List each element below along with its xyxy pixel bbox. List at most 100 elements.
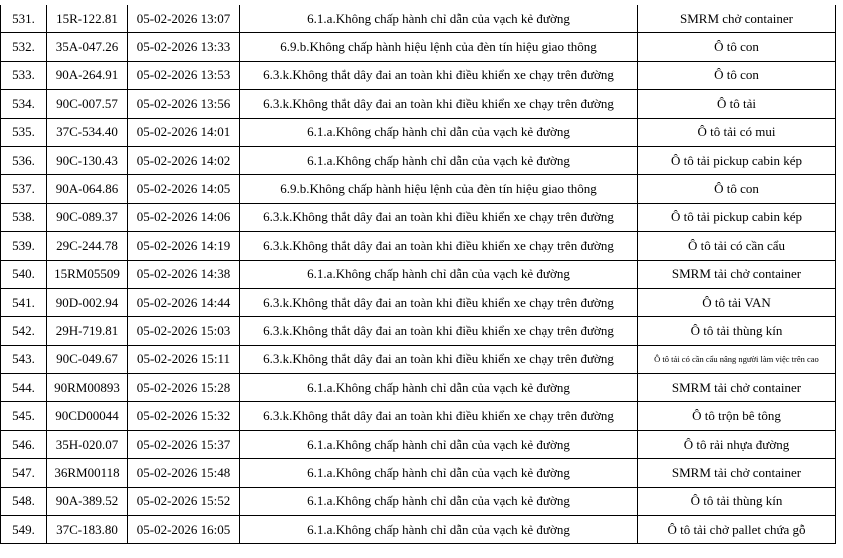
vehicle-type-cell: Ô tô tải chở pallet chứa gỗ: [637, 515, 836, 545]
violation-time-cell: 05-02-2026 15:03: [127, 316, 240, 346]
license-plate-cell: 90RM00893: [46, 373, 128, 403]
violation-description-cell: 6.1.a.Không chấp hành chỉ dẫn của vạch k…: [239, 515, 638, 545]
table-row: 537. 90A-064.86 05-02-2026 14:05 6.9.b.Khôn…: [0, 174, 836, 204]
violation-description-cell: 6.3.k.Không thắt dây đai an toàn khi điề…: [239, 89, 638, 119]
vehicle-type-cell: Ô tô tải thùng kín: [637, 486, 836, 517]
table-row: 544. 90RM00893 05-02-2026 15:28 6.1.a.Không…: [0, 373, 836, 403]
violation-time-cell: 05-02-2026 13:53: [127, 60, 240, 91]
license-plate-cell: 15R-122.81: [46, 5, 128, 34]
vehicle-type-cell: Ô tô tải pickup cabin kép: [637, 145, 836, 176]
violation-time-cell: 05-02-2026 15:28: [127, 373, 240, 403]
vehicle-type-cell: Ô tô tải pickup cabin kép: [637, 202, 836, 233]
row-number-cell: 548.: [0, 486, 47, 517]
table-row: 536. 90C-130.43 05-02-2026 14:02 6.1.a.Khôn…: [0, 145, 836, 176]
violation-time-cell: 05-02-2026 14:38: [127, 259, 240, 289]
violation-time-cell: 05-02-2026 14:44: [127, 287, 240, 318]
row-number-cell: 541.: [0, 287, 47, 318]
row-number-cell: 537.: [0, 174, 47, 204]
violation-time-cell: 05-02-2026 13:07: [127, 5, 240, 34]
table-row: 535. 37C-534.40 05-02-2026 14:01 6.1.a.Khôn…: [0, 117, 836, 147]
table-row: 549. 37C-183.80 05-02-2026 16:05 6.1.a.Khôn…: [0, 515, 836, 545]
table-row: 532. 35A-047.26 05-02-2026 13:33 6.9.b.Khôn…: [0, 32, 836, 62]
vehicle-type-cell: SMRM tải chở container: [637, 458, 836, 488]
vehicle-type-cell: Ô tô con: [637, 174, 836, 204]
row-number-cell: 545.: [0, 401, 47, 431]
violation-time-cell: 05-02-2026 14:19: [127, 231, 240, 261]
vehicle-type-cell: SMRM tải chở container: [637, 373, 836, 403]
table-row: 547. 36RM00118 05-02-2026 15:48 6.1.a.Không…: [0, 458, 836, 488]
vehicle-type-cell: Ô tô rải nhựa đường: [637, 429, 836, 460]
table-row: 533. 90A-264.91 05-02-2026 13:53 6.3.k.Khôn…: [0, 60, 836, 91]
row-number-cell: 534.: [0, 89, 47, 119]
license-plate-cell: 35A-047.26: [46, 32, 128, 62]
row-number-cell: 540.: [0, 259, 47, 289]
vehicle-type-cell: SMRM tải chở container: [637, 259, 836, 289]
row-number-cell: 532.: [0, 32, 47, 62]
row-number-cell: 544.: [0, 373, 47, 403]
violation-time-cell: 05-02-2026 15:48: [127, 458, 240, 488]
violation-description-cell: 6.9.b.Không chấp hành hiệu lệnh của đèn …: [239, 174, 638, 204]
violation-description-cell: 6.1.a.Không chấp hành chỉ dẫn của vạch k…: [239, 486, 638, 517]
row-number-cell: 542.: [0, 316, 47, 346]
license-plate-cell: 29H-719.81: [46, 316, 128, 346]
violation-time-cell: 05-02-2026 15:11: [127, 344, 240, 375]
violations-table: 531. 15R-122.81 05-02-2026 13:07 6.1.a.Khôn…: [0, 5, 836, 545]
license-plate-cell: 90C-130.43: [46, 145, 128, 176]
row-number-cell: 536.: [0, 145, 47, 176]
row-number-cell: 531.: [0, 5, 47, 34]
table-row: 539. 29C-244.78 05-02-2026 14:19 6.3.k.Khôn…: [0, 231, 836, 261]
table-row: 542. 29H-719.81 05-02-2026 15:03 6.3.k.Khôn…: [0, 316, 836, 346]
violation-description-cell: 6.1.a.Không chấp hành chỉ dẫn của vạch k…: [239, 259, 638, 289]
violation-time-cell: 05-02-2026 14:01: [127, 117, 240, 147]
vehicle-type-cell: Ô tô tải thùng kín: [637, 316, 836, 346]
violation-description-cell: 6.3.k.Không thắt dây đai an toàn khi điề…: [239, 344, 638, 375]
license-plate-cell: 90C-049.67: [46, 344, 128, 375]
violation-time-cell: 05-02-2026 14:06: [127, 202, 240, 233]
license-plate-cell: 90A-064.86: [46, 174, 128, 204]
violation-time-cell: 05-02-2026 15:37: [127, 429, 240, 460]
vehicle-type-cell: Ô tô tải có mui: [637, 117, 836, 147]
vehicle-type-cell: Ô tô tải: [637, 89, 836, 119]
table-row: 546. 35H-020.07 05-02-2026 15:37 6.1.a.Khôn…: [0, 429, 836, 460]
violation-description-cell: 6.3.k.Không thắt dây đai an toàn khi điề…: [239, 60, 638, 91]
violation-description-cell: 6.1.a.Không chấp hành chỉ dẫn của vạch k…: [239, 373, 638, 403]
vehicle-type-cell: Ô tô tải có cần cẩu nâng người làm việc …: [637, 344, 836, 375]
table-row: 540. 15RM05509 05-02-2026 14:38 6.1.a.Không…: [0, 259, 836, 289]
license-plate-cell: 90A-264.91: [46, 60, 128, 91]
table-row: 541. 90D-002.94 05-02-2026 14:44 6.3.k.Khôn…: [0, 287, 836, 318]
violation-time-cell: 05-02-2026 14:05: [127, 174, 240, 204]
vehicle-type-cell: Ô tô tải có cần cẩu: [637, 231, 836, 261]
license-plate-cell: 90D-002.94: [46, 287, 128, 318]
license-plate-cell: 15RM05509: [46, 259, 128, 289]
violation-description-cell: 6.1.a.Không chấp hành chỉ dẫn của vạch k…: [239, 117, 638, 147]
license-plate-cell: 90CD00044: [46, 401, 128, 431]
vehicle-type-cell: Ô tô tải VAN: [637, 287, 836, 318]
license-plate-cell: 36RM00118: [46, 458, 128, 488]
row-number-cell: 535.: [0, 117, 47, 147]
violation-description-cell: 6.1.a.Không chấp hành chỉ dẫn của vạch k…: [239, 5, 638, 34]
row-number-cell: 546.: [0, 429, 47, 460]
license-plate-cell: 37C-183.80: [46, 515, 128, 545]
violation-description-cell: 6.9.b.Không chấp hành hiệu lệnh của đèn …: [239, 32, 638, 62]
row-number-cell: 547.: [0, 458, 47, 488]
license-plate-cell: 29C-244.78: [46, 231, 128, 261]
row-number-cell: 543.: [0, 344, 47, 375]
vehicle-type-cell: SMRM chở container: [637, 5, 836, 34]
table-row: 548. 90A-389.52 05-02-2026 15:52 6.1.a.Khôn…: [0, 486, 836, 517]
table-row: 543. 90C-049.67 05-02-2026 15:11 6.3.k.Khôn…: [0, 344, 836, 375]
vehicle-type-cell: Ô tô trộn bê tông: [637, 401, 836, 431]
table-row: 534. 90C-007.57 05-02-2026 13:56 6.3.k.Khôn…: [0, 89, 836, 119]
violation-description-cell: 6.3.k.Không thắt dây đai an toàn khi điề…: [239, 202, 638, 233]
license-plate-cell: 37C-534.40: [46, 117, 128, 147]
vehicle-type-cell: Ô tô con: [637, 32, 836, 62]
license-plate-cell: 90C-007.57: [46, 89, 128, 119]
violation-description-cell: 6.3.k.Không thắt dây đai an toàn khi điề…: [239, 287, 638, 318]
table-row: 538. 90C-089.37 05-02-2026 14:06 6.3.k.Khôn…: [0, 202, 836, 233]
vehicle-type-cell: Ô tô con: [637, 60, 836, 91]
table-row: 545. 90CD00044 05-02-2026 15:32 6.3.k.Không…: [0, 401, 836, 431]
license-plate-cell: 90A-389.52: [46, 486, 128, 517]
row-number-cell: 539.: [0, 231, 47, 261]
violation-description-cell: 6.1.a.Không chấp hành chỉ dẫn của vạch k…: [239, 429, 638, 460]
violation-time-cell: 05-02-2026 13:33: [127, 32, 240, 62]
violation-description-cell: 6.1.a.Không chấp hành chỉ dẫn của vạch k…: [239, 458, 638, 488]
